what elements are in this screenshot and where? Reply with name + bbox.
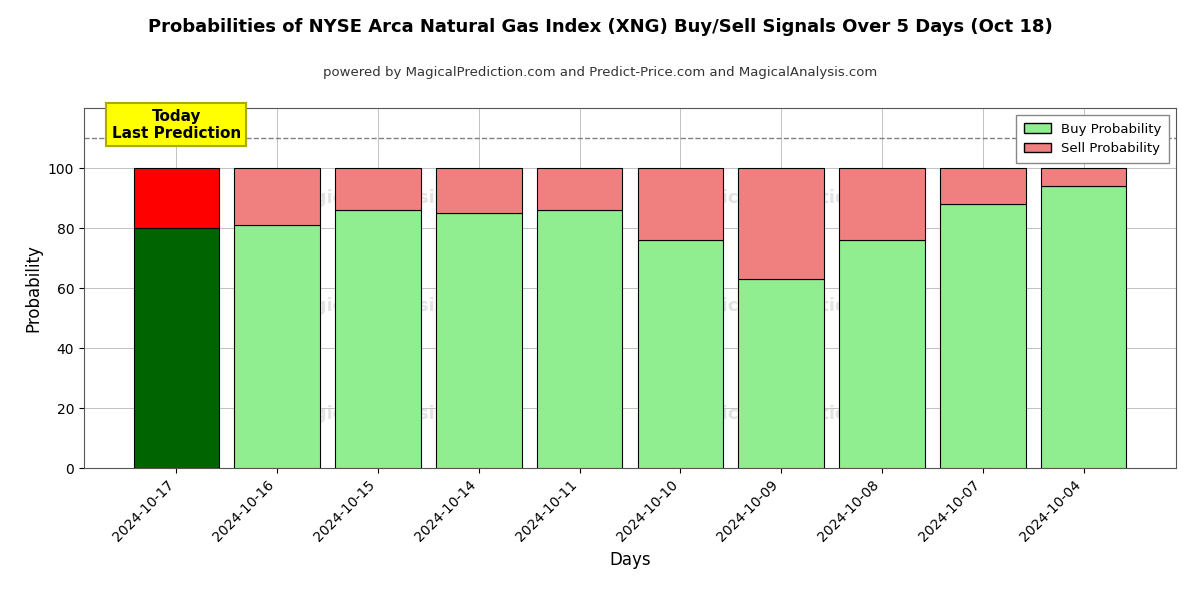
Bar [637, 168, 724, 240]
Text: powered by MagicalPrediction.com and Predict-Price.com and MagicalAnalysis.com: powered by MagicalPrediction.com and Pre… [323, 66, 877, 79]
Bar [738, 279, 824, 468]
Bar [1040, 168, 1127, 186]
Text: Probabilities of NYSE Arca Natural Gas Index (XNG) Buy/Sell Signals Over 5 Days : Probabilities of NYSE Arca Natural Gas I… [148, 18, 1052, 36]
Bar [536, 168, 623, 210]
Bar [940, 168, 1026, 204]
Bar [335, 210, 421, 468]
Bar [335, 168, 421, 210]
Bar [234, 225, 320, 468]
Text: MagicalPrediction.com: MagicalPrediction.com [679, 405, 908, 423]
Text: Today
Last Prediction: Today Last Prediction [112, 109, 241, 141]
Bar [234, 168, 320, 225]
Bar [839, 168, 925, 240]
Bar [839, 240, 925, 468]
Text: MagicalAnalysis.com: MagicalAnalysis.com [284, 297, 494, 315]
Bar [637, 240, 724, 468]
Bar [940, 204, 1026, 468]
Bar [436, 213, 522, 468]
Bar [436, 168, 522, 213]
Y-axis label: Probability: Probability [24, 244, 42, 332]
Bar [133, 228, 220, 468]
Text: MagicalAnalysis.com: MagicalAnalysis.com [284, 189, 494, 207]
Bar [738, 168, 824, 279]
Text: MagicalPrediction.com: MagicalPrediction.com [679, 297, 908, 315]
Text: MagicalPrediction.com: MagicalPrediction.com [679, 189, 908, 207]
Text: MagicalAnalysis.com: MagicalAnalysis.com [284, 405, 494, 423]
Bar [1040, 186, 1127, 468]
Bar [133, 168, 220, 228]
Bar [536, 210, 623, 468]
Legend: Buy Probability, Sell Probability: Buy Probability, Sell Probability [1016, 115, 1170, 163]
X-axis label: Days: Days [610, 551, 650, 569]
